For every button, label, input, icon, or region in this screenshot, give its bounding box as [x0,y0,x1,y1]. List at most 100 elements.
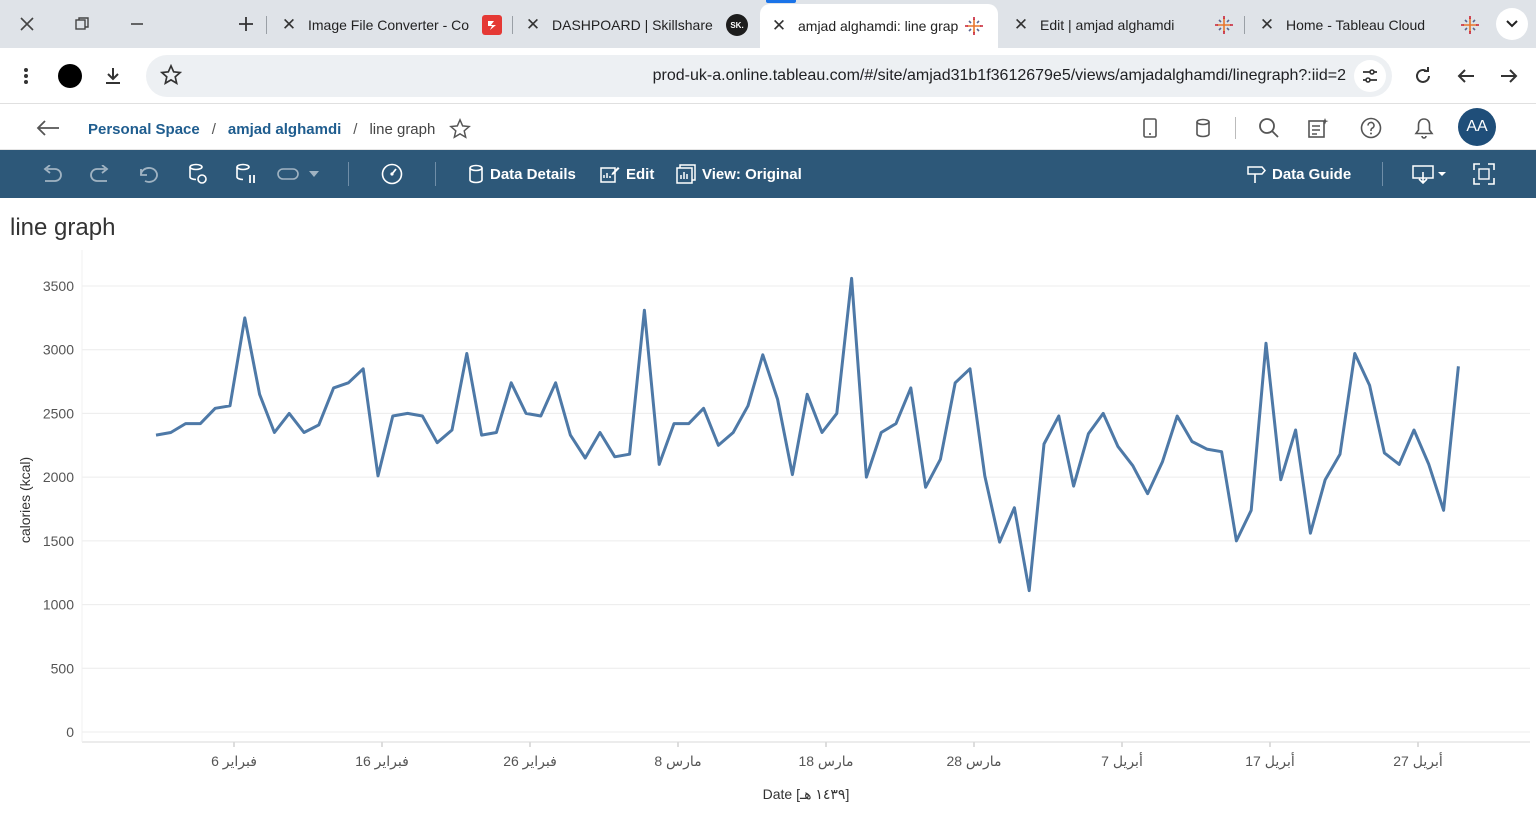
tab-close-icon[interactable]: ✕ [1259,15,1275,34]
data-point[interactable] [1070,482,1078,490]
data-point[interactable] [537,412,545,420]
data-point[interactable] [981,472,989,480]
breadcrumb-personal-space[interactable]: Personal Space [88,120,200,138]
data-point[interactable] [700,404,708,412]
data-point[interactable] [581,454,589,462]
search-icon[interactable] [1255,114,1283,142]
tab-close-icon[interactable]: ✕ [771,16,787,35]
data-point[interactable] [892,420,900,428]
data-point[interactable] [1395,460,1403,468]
data-point[interactable] [685,420,693,428]
data-point[interactable] [966,365,974,373]
back-arrow-icon[interactable] [34,114,62,142]
fullscreen-icon[interactable] [1472,162,1496,186]
data-point[interactable] [552,379,560,387]
pause-updates-icon[interactable] [234,162,258,186]
data-point[interactable] [522,409,530,417]
profile-icon[interactable] [54,60,86,92]
data-point[interactable] [1277,476,1285,484]
data-point[interactable] [241,314,249,322]
tab-close-icon[interactable]: ✕ [281,15,297,34]
revert-icon[interactable] [136,162,160,186]
data-point[interactable] [152,431,160,439]
data-point[interactable] [818,429,826,437]
data-point[interactable] [270,429,278,437]
data-point[interactable] [877,429,885,437]
data-point[interactable] [596,429,604,437]
data-point[interactable] [182,420,190,428]
data-point[interactable] [803,390,811,398]
data-point[interactable] [670,420,678,428]
data-point[interactable] [1084,430,1092,438]
mobile-device-icon[interactable] [1136,114,1164,142]
site-settings-icon[interactable] [1354,60,1386,92]
data-point[interactable] [478,431,486,439]
data-point[interactable] [1055,412,1063,420]
data-point[interactable] [1366,381,1374,389]
help-icon[interactable] [1357,114,1385,142]
data-point[interactable] [774,395,782,403]
data-point[interactable] [1114,443,1122,451]
data-point[interactable] [359,365,367,373]
data-point[interactable] [211,404,219,412]
line-chart[interactable]: 0 500 1000 1500 2000 2500 3000 3500 6 فبراير 16 … [0,250,1536,810]
data-point[interactable] [1025,587,1033,595]
tab-image-file-converter[interactable]: ✕ Image File Converter - Co [276,6,506,44]
data-point[interactable] [1203,445,1211,453]
data-point[interactable] [714,441,722,449]
user-avatar[interactable]: AA [1458,108,1496,146]
data-point[interactable] [492,429,500,437]
data-point[interactable] [418,412,426,420]
tab-line-graph[interactable]: ✕ amjad alghamdi: line grap [760,4,998,48]
redo-icon[interactable] [88,162,112,186]
data-point[interactable] [655,460,663,468]
download-menu-icon[interactable] [1410,162,1448,186]
data-point[interactable] [951,379,959,387]
data-point[interactable] [1247,506,1255,514]
data-point[interactable] [1351,350,1359,358]
data-point[interactable] [788,471,796,479]
data-point[interactable] [848,274,856,282]
tab-skillshare[interactable]: ✕ DASHPOARD | Skillshare SK. [520,6,750,44]
menu-kebab-icon[interactable] [10,60,42,92]
series-line[interactable] [155,276,1460,593]
tab-tableau-cloud-home[interactable]: ✕ Home - Tableau Cloud [1254,6,1482,44]
data-point[interactable] [389,412,397,420]
data-point[interactable] [640,306,648,314]
back-arrow-icon[interactable] [1450,60,1482,92]
data-point[interactable] [507,379,515,387]
data-point[interactable] [1099,409,1107,417]
data-point[interactable] [1410,426,1418,434]
data-point[interactable] [256,390,264,398]
data-point[interactable] [862,473,870,481]
data-point[interactable] [744,402,752,410]
forward-arrow-icon[interactable] [1493,60,1525,92]
data-point[interactable] [315,421,323,429]
tab-edit-amjad[interactable]: ✕ Edit | amjad alghamdi [1008,6,1240,44]
close-window-icon[interactable] [9,8,45,40]
data-point[interactable] [1440,506,1448,514]
data-point[interactable] [1010,504,1018,512]
data-point[interactable] [1306,529,1314,537]
data-point[interactable] [226,402,234,410]
minimize-window-icon[interactable] [119,8,155,40]
data-point[interactable] [1232,537,1240,545]
data-point[interactable] [344,379,352,387]
data-guide-button[interactable]: Data Guide [1246,162,1351,186]
notifications-bell-icon[interactable] [1410,114,1438,142]
data-point[interactable] [1262,339,1270,347]
bookmark-star-icon[interactable] [159,63,183,91]
data-point[interactable] [566,431,574,439]
favorite-star-icon[interactable] [449,118,472,140]
data-point[interactable] [196,420,204,428]
database-icon[interactable] [1189,114,1217,142]
data-point[interactable] [996,538,1004,546]
data-point[interactable] [448,426,456,434]
data-point[interactable] [463,350,471,358]
data-point[interactable] [1129,462,1137,470]
reload-icon[interactable] [1407,60,1439,92]
restore-window-icon[interactable] [64,8,100,40]
data-point[interactable] [285,409,293,417]
tab-close-icon[interactable]: ✕ [1013,15,1029,34]
recommendations-icon[interactable] [1304,114,1332,142]
